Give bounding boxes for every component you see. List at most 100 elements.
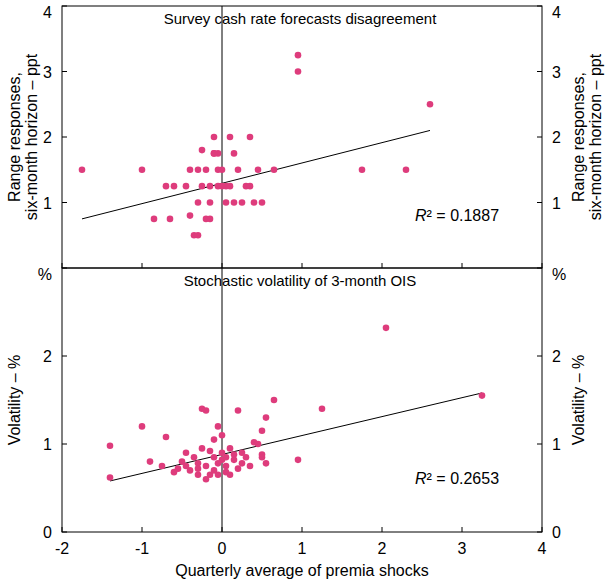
y-tick	[62, 532, 67, 533]
point	[223, 454, 230, 461]
x-tick-label: -2	[55, 540, 69, 557]
x-tick	[542, 263, 543, 268]
point	[427, 101, 434, 108]
y-tick	[62, 137, 67, 138]
point	[295, 68, 302, 75]
x-tick	[542, 527, 543, 532]
x-tick-label: 2	[378, 540, 387, 557]
y-tick	[537, 202, 542, 203]
point	[211, 134, 218, 141]
point	[359, 166, 366, 173]
point	[259, 199, 266, 206]
point	[191, 454, 198, 461]
point	[151, 216, 158, 223]
point	[259, 454, 266, 461]
point	[295, 457, 302, 464]
point	[159, 463, 166, 470]
point	[223, 463, 230, 470]
y-tick	[537, 71, 542, 72]
y-tick-label: 2	[552, 129, 561, 146]
y-tick	[62, 444, 67, 445]
r-squared: R² = 0.1887	[415, 207, 499, 224]
point	[247, 134, 254, 141]
point	[215, 472, 222, 479]
point	[235, 407, 242, 414]
point	[139, 166, 146, 173]
point	[255, 166, 262, 173]
point	[319, 406, 326, 413]
y-tick-label: 1	[552, 436, 561, 453]
point	[255, 441, 262, 448]
data-group	[107, 325, 486, 483]
y-tick	[62, 268, 67, 269]
y-tick-label: 0	[43, 524, 52, 541]
panel-title: Stochastic volatility of 3-month OIS	[184, 272, 417, 289]
x-tick	[302, 263, 303, 268]
point	[195, 232, 202, 239]
x-axis-title: Quarterly average of premia shocks	[175, 562, 428, 579]
point	[211, 150, 218, 157]
zero-line	[222, 6, 223, 268]
y-tick	[62, 6, 67, 7]
point	[199, 445, 206, 452]
point	[183, 450, 190, 457]
point	[247, 463, 254, 470]
point	[139, 423, 146, 430]
point	[175, 465, 182, 472]
y-axis-title: Volatility – %	[570, 355, 587, 446]
y-axis-title: six-month horizon – ppt	[587, 53, 604, 220]
x-tick-label: -1	[135, 540, 149, 557]
y-tick	[537, 444, 542, 445]
y-tick-label: 3	[43, 64, 52, 81]
y-tick	[537, 268, 542, 269]
y-tick-label: 4	[43, 4, 52, 21]
point	[187, 166, 194, 173]
point	[263, 414, 270, 421]
point	[195, 465, 202, 472]
y-tick-label: 2	[552, 348, 561, 365]
point	[167, 216, 174, 223]
y-tick-label: 1	[43, 195, 52, 212]
x-tick	[142, 263, 143, 268]
point	[223, 199, 230, 206]
r-squared: R² = 0.2653	[415, 470, 499, 487]
point	[235, 166, 242, 173]
trend-line	[82, 130, 430, 218]
y-tick-label: 1	[552, 195, 561, 212]
point	[219, 166, 226, 173]
x-tick	[382, 527, 383, 532]
point	[263, 460, 270, 467]
point	[195, 166, 202, 173]
point	[107, 442, 114, 449]
point	[203, 407, 210, 414]
point	[383, 325, 390, 332]
chart: 11223344Survey cash rate forecasts disag…	[0, 0, 606, 583]
y-tick-label: 2	[43, 348, 52, 365]
y-tick-label: 3	[552, 64, 561, 81]
point	[239, 450, 246, 457]
x-tick	[62, 527, 63, 532]
point	[203, 476, 210, 483]
point	[187, 212, 194, 219]
y-tick-label: 1	[43, 436, 52, 453]
point	[207, 199, 214, 206]
point	[231, 457, 238, 464]
point	[107, 474, 114, 481]
point	[183, 183, 190, 190]
point	[203, 463, 210, 470]
point	[195, 199, 202, 206]
point	[231, 150, 238, 157]
y-tick-label: 2	[43, 129, 52, 146]
point	[215, 423, 222, 430]
x-tick	[62, 263, 63, 268]
point	[259, 428, 266, 435]
point	[227, 445, 234, 452]
y-tick	[537, 356, 542, 357]
trend-line	[110, 393, 482, 481]
point	[207, 448, 214, 455]
point	[195, 472, 202, 479]
x-tick	[302, 527, 303, 532]
point	[199, 183, 206, 190]
x-tick	[462, 263, 463, 268]
point	[251, 199, 258, 206]
